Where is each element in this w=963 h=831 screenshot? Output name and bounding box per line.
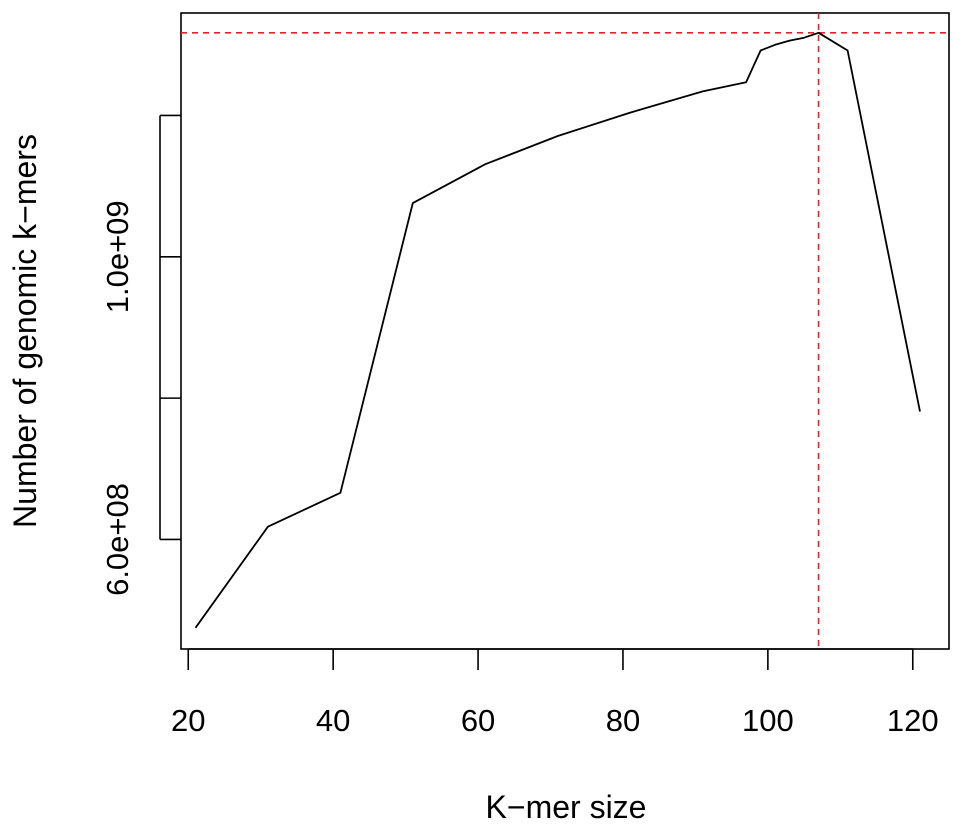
x-tick-label: 120 [887,703,939,738]
series-line [194,31,921,629]
y-tick-label: 6.0e+08 [100,483,135,596]
x-tick-label: 100 [742,703,794,738]
x-tick-label: 20 [171,703,205,738]
y-axis: 6.0e+08 1.0e+09 [100,114,181,596]
x-axis: 20 40 60 80 100 120 [171,648,939,738]
x-axis-title: K−mer size [486,789,647,825]
x-tick-label: 40 [316,703,350,738]
y-tick-label: 1.0e+09 [100,200,135,313]
series-layer [194,31,921,629]
plot-frame [180,12,950,650]
reference-lines [181,13,949,649]
y-axis-title: Number of genomic k−mers [7,134,43,528]
x-tick-label: 60 [461,703,495,738]
x-tick-label: 80 [606,703,640,738]
